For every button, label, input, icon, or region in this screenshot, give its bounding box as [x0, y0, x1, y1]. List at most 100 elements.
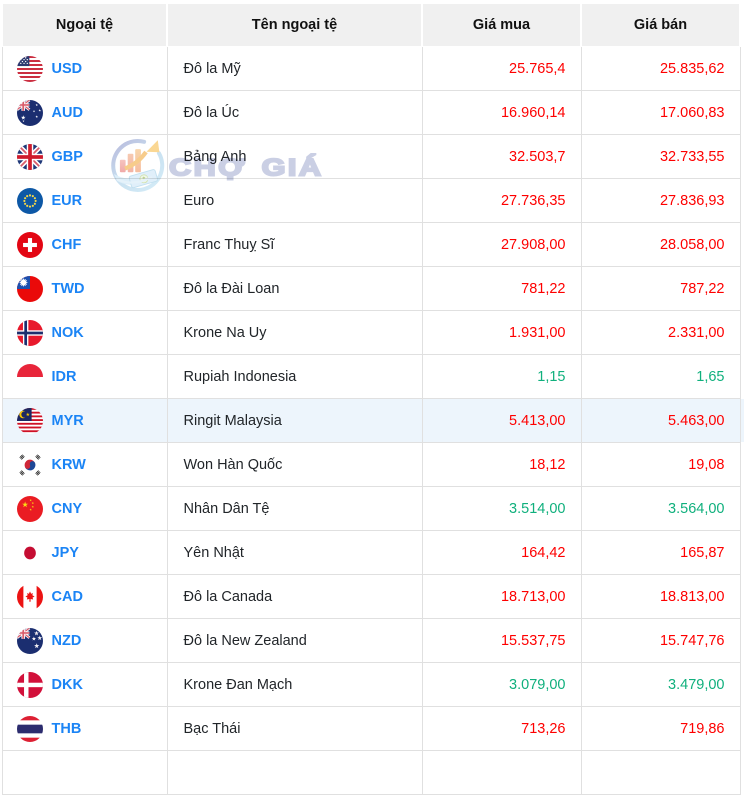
sell-price: 25.835,62: [580, 46, 741, 91]
currency-name: Krone Đan Mạch: [166, 662, 423, 707]
table-row[interactable]: AUD Đô la Úc 16.960,14 17.060,83: [1, 90, 741, 135]
buy-price: 18.713,00: [421, 574, 582, 619]
flag-nzd-icon: [16, 627, 43, 654]
currency-name: Nhân Dân Tệ: [166, 486, 423, 531]
empty-cell: [166, 750, 423, 795]
buy-price: 1,15: [421, 354, 582, 399]
buy-price: 15.537,75: [421, 618, 582, 663]
rates-body: USD Đô la Mỹ 25.765,4 25.835,62: [1, 46, 741, 795]
buy-price: 16.960,14: [421, 90, 582, 135]
column-header-currency-name: Tên ngoại tệ: [166, 3, 423, 47]
exchange-rate-table: Ngoại tệ Tên ngoại tệ Giá mua Giá bán US…: [1, 3, 741, 795]
buy-price: 1.931,00: [421, 310, 582, 355]
currency-code[interactable]: NZD: [51, 632, 82, 649]
flag-cny-icon: [16, 495, 43, 522]
column-header-buy-price: Giá mua: [421, 3, 582, 47]
table-row[interactable]: THB Bạc Thái 713,26 719,86: [1, 706, 741, 751]
empty-cell: [1, 750, 168, 795]
currency-code[interactable]: GBP: [51, 148, 83, 165]
sell-price: 5.463,00: [580, 398, 741, 443]
flag-usd-icon: [16, 55, 43, 82]
buy-price: 164,42: [421, 530, 582, 575]
column-header-sell-price: Giá bán: [580, 3, 741, 47]
currency-code[interactable]: MYR: [51, 412, 84, 429]
flag-krw-icon: [16, 451, 43, 478]
empty-cell: [580, 750, 741, 795]
buy-price: 18,12: [421, 442, 582, 487]
table-row[interactable]: GBP Bảng Anh 32.503,7 32.733,55: [1, 134, 741, 179]
currency-code[interactable]: AUD: [51, 104, 83, 121]
table-row[interactable]: CHF Franc Thuỵ Sĩ 27.908,00 28.058,00: [1, 222, 741, 267]
table-row-partial: [1, 750, 741, 795]
sell-price: 165,87: [580, 530, 741, 575]
currency-code[interactable]: NOK: [51, 324, 84, 341]
currency-code[interactable]: THB: [51, 720, 82, 737]
currency-name: Đô la Đài Loan: [166, 266, 423, 311]
sell-price: 2.331,00: [580, 310, 741, 355]
currency-code[interactable]: USD: [51, 60, 83, 77]
table-row[interactable]: NOK Krone Na Uy 1.931,00 2.331,00: [1, 310, 741, 355]
flag-eur-icon: [16, 187, 43, 214]
currency-code[interactable]: CAD: [51, 588, 83, 605]
sell-price: 32.733,55: [580, 134, 741, 179]
currency-code[interactable]: IDR: [51, 368, 77, 385]
currency-name: Bạc Thái: [166, 706, 423, 751]
sell-price: 17.060,83: [580, 90, 741, 135]
currency-name: Ringit Malaysia: [166, 398, 423, 443]
currency-code[interactable]: DKK: [51, 676, 83, 693]
table-row[interactable]: KRW Won Hàn Quốc 18,12 19,08: [1, 442, 741, 487]
table-row[interactable]: IDR Rupiah Indonesia 1,15 1,65: [1, 354, 741, 399]
currency-name: Bảng Anh: [166, 134, 423, 179]
flag-jpy-icon: [16, 539, 43, 566]
sell-price: 1,65: [580, 354, 741, 399]
sell-price: 27.836,93: [580, 178, 741, 223]
currency-name: Franc Thuỵ Sĩ: [166, 222, 423, 267]
currency-code[interactable]: EUR: [51, 192, 83, 209]
sell-price: 15.747,76: [580, 618, 741, 663]
table-row[interactable]: DKK Krone Đan Mạch 3.079,00 3.479,00: [1, 662, 741, 707]
flag-idr-icon: [16, 363, 43, 390]
currency-name: Euro: [166, 178, 423, 223]
flag-cad-icon: [16, 583, 43, 610]
sell-price: 19,08: [580, 442, 741, 487]
currency-name: Won Hàn Quốc: [166, 442, 423, 487]
currency-code[interactable]: CNY: [51, 500, 83, 517]
flag-myr-icon: [16, 407, 43, 434]
currency-name: Đô la Canada: [166, 574, 423, 619]
flag-thb-icon: [16, 715, 43, 742]
table-row[interactable]: CAD Đô la Canada 18.713,00 18.813,00: [1, 574, 741, 619]
buy-price: 5.413,00: [421, 398, 582, 443]
buy-price: 713,26: [421, 706, 582, 751]
currency-name: Yên Nhật: [166, 530, 423, 575]
table-row[interactable]: USD Đô la Mỹ 25.765,4 25.835,62: [1, 46, 741, 91]
table-row[interactable]: NZD Đô la New Zealand 15.537,75 15.747,7…: [1, 618, 741, 663]
currency-code[interactable]: JPY: [51, 544, 79, 561]
table-row[interactable]: MYR Ringit Malaysia 5.413,00 5.463,00: [1, 398, 741, 443]
currency-name: Đô la Mỹ: [166, 46, 423, 91]
flag-twd-icon: [16, 275, 43, 302]
currency-code[interactable]: CHF: [51, 236, 82, 253]
flag-aud-icon: [16, 99, 43, 126]
table-row[interactable]: JPY Yên Nhật 164,42 165,87: [1, 530, 741, 575]
currency-code[interactable]: TWD: [51, 280, 85, 297]
buy-price: 25.765,4: [421, 46, 582, 91]
column-header-currency: Ngoại tệ: [1, 3, 168, 47]
table-row[interactable]: TWD Đô la Đài Loan 781,22 787,22: [1, 266, 741, 311]
table-row[interactable]: EUR Euro 27.736,35 27.836,93: [1, 178, 741, 223]
flag-dkk-icon: [16, 671, 43, 698]
flag-nok-icon: [16, 319, 43, 346]
table-header-row: Ngoại tệ Tên ngoại tệ Giá mua Giá bán: [1, 3, 741, 47]
sell-price: 3.564,00: [580, 486, 741, 531]
currency-code[interactable]: KRW: [51, 456, 86, 473]
flag-gbp-icon: [16, 143, 43, 170]
exchange-rate-table-wrap: Ngoại tệ Tên ngoại tệ Giá mua Giá bán US…: [1, 3, 741, 795]
sell-price: 3.479,00: [580, 662, 741, 707]
buy-price: 27.908,00: [421, 222, 582, 267]
flag-chf-icon: [16, 231, 43, 258]
buy-price: 3.079,00: [421, 662, 582, 707]
table-row[interactable]: CNY Nhân Dân Tệ 3.514,00 3.564,00: [1, 486, 741, 531]
sell-price: 787,22: [580, 266, 741, 311]
sell-price: 28.058,00: [580, 222, 741, 267]
currency-name: Đô la New Zealand: [166, 618, 423, 663]
currency-name: Krone Na Uy: [166, 310, 423, 355]
